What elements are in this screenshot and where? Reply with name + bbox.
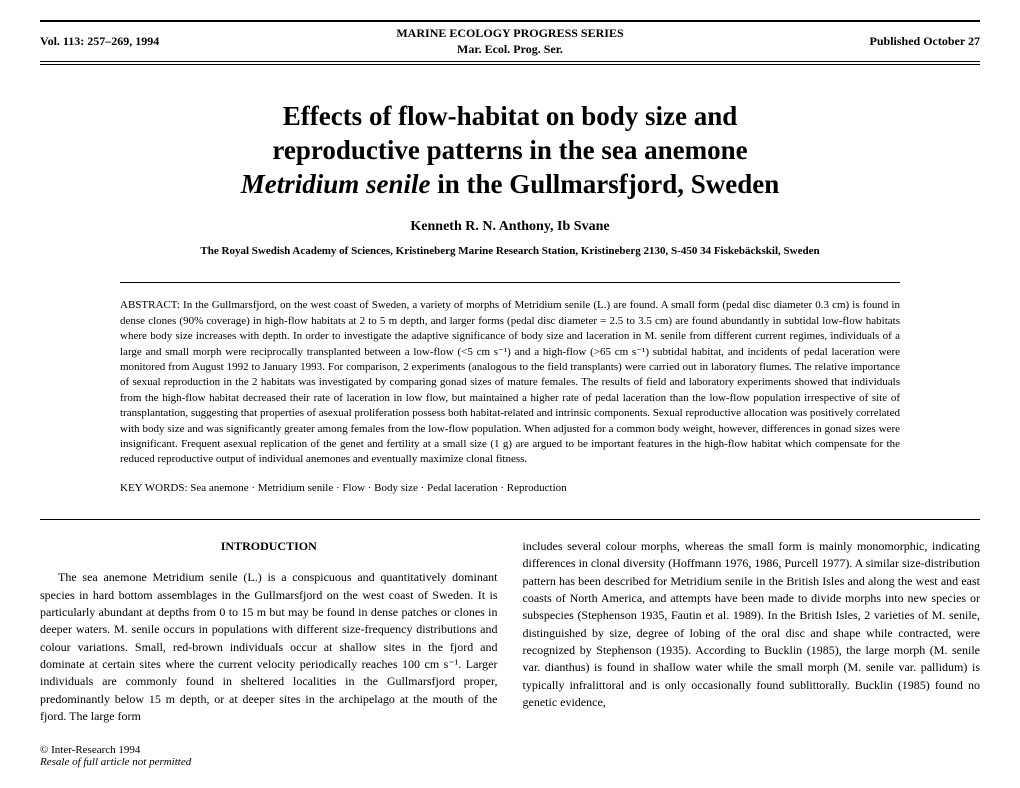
keywords-label: KEY WORDS: [120, 482, 190, 494]
journal-header: Vol. 113: 257–269, 1994 MARINE ECOLOGY P… [40, 20, 980, 62]
header-rule [40, 64, 980, 65]
series-line1: MARINE ECOLOGY PROGRESS SERIES [275, 26, 745, 42]
title-line2: reproductive patterns in the sea anemone [272, 135, 747, 165]
keywords: KEY WORDS: Sea anemone · Metridium senil… [120, 482, 900, 494]
title-line1: Effects of flow-habitat on body size and [283, 101, 738, 131]
volume-info: Vol. 113: 257–269, 1994 [40, 34, 275, 49]
footer: © Inter-Research 1994 Resale of full art… [40, 744, 980, 768]
abstract-text: In the Gullmarsfjord, on the west coast … [120, 299, 900, 465]
column-left: INTRODUCTION The sea anemone Metridium s… [40, 538, 498, 726]
intro-paragraph-left: The sea anemone Metridium senile (L.) is… [40, 569, 498, 726]
abstract: ABSTRACT: In the Gullmarsfjord, on the w… [120, 282, 900, 467]
series-line2: Mar. Ecol. Prog. Ser. [275, 42, 745, 58]
body-columns: INTRODUCTION The sea anemone Metridium s… [40, 538, 980, 726]
copyright: © Inter-Research 1994 [40, 744, 980, 756]
section-rule [40, 519, 980, 520]
introduction-heading: INTRODUCTION [40, 538, 498, 555]
intro-paragraph-right: includes several colour morphs, whereas … [523, 538, 981, 712]
publish-date: Published October 27 [745, 34, 980, 49]
affiliation: The Royal Swedish Academy of Sciences, K… [40, 245, 980, 257]
authors: Kenneth R. N. Anthony, Ib Svane [40, 219, 980, 235]
resale-notice: Resale of full article not permitted [40, 756, 980, 768]
keywords-text: Sea anemone · Metridium senile · Flow · … [190, 482, 566, 494]
article-title: Effects of flow-habitat on body size and… [70, 100, 950, 201]
abstract-label: ABSTRACT: [120, 299, 183, 311]
series-title: MARINE ECOLOGY PROGRESS SERIES Mar. Ecol… [275, 26, 745, 57]
column-right: includes several colour morphs, whereas … [523, 538, 981, 726]
title-species: Metridium senile [241, 169, 431, 199]
title-line3-rest: in the Gullmarsfjord, Sweden [431, 169, 780, 199]
